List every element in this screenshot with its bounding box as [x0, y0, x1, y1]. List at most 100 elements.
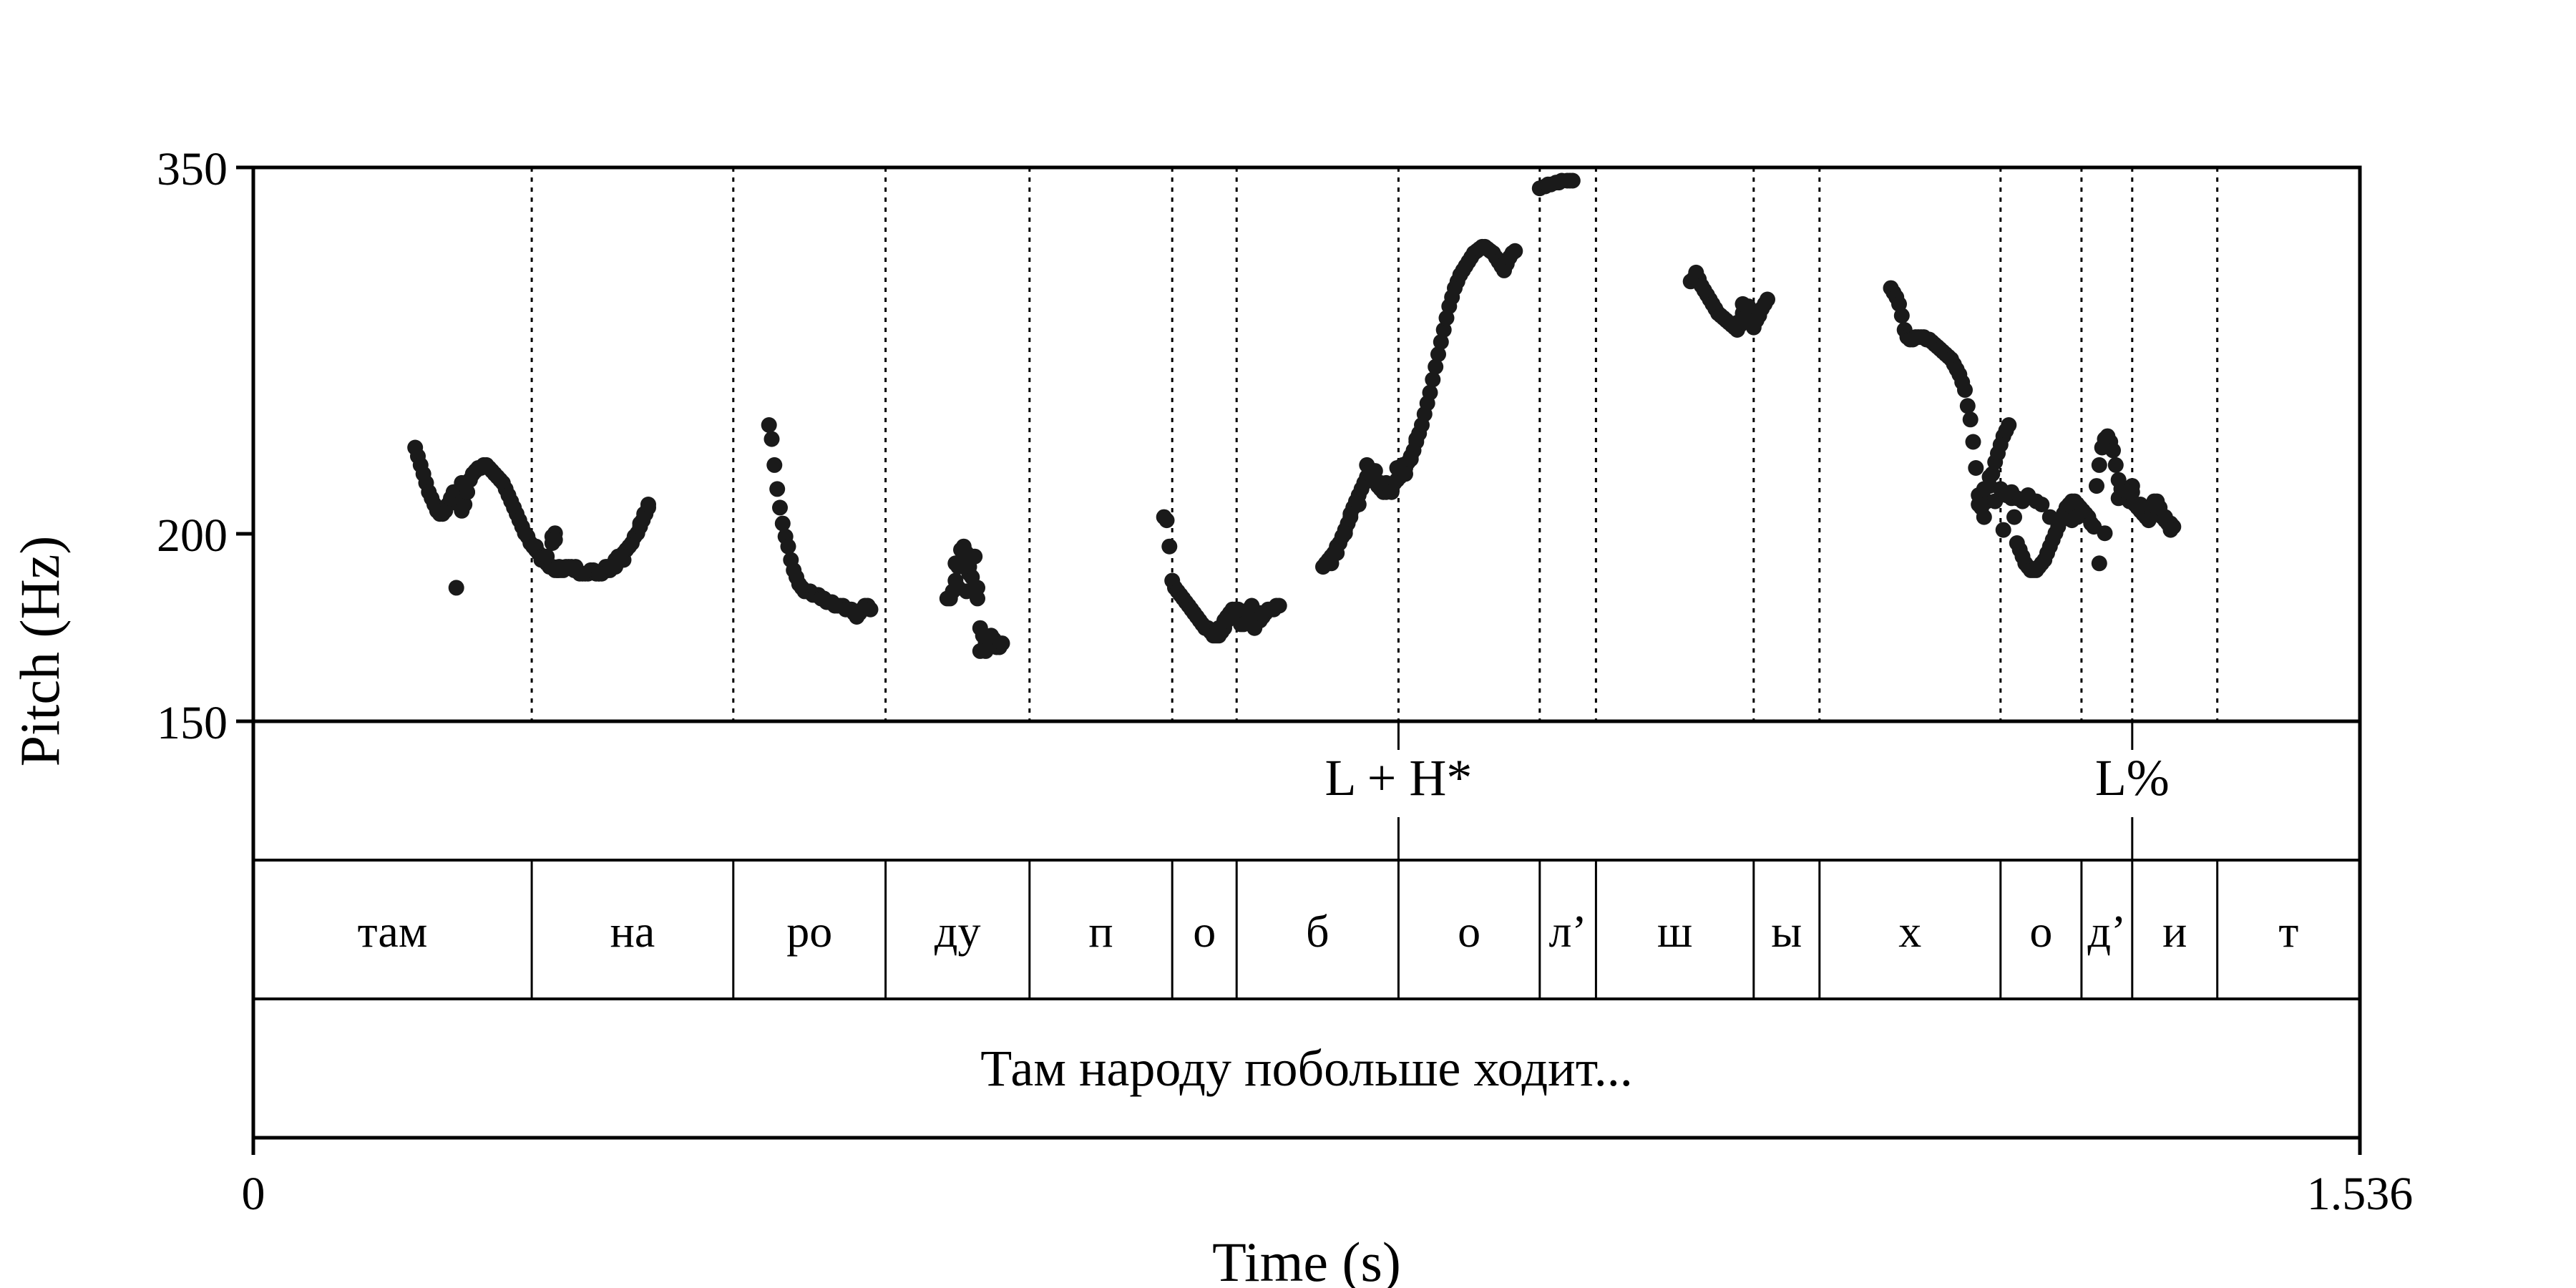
- pitch-point-405: [1968, 460, 1984, 476]
- pitch-point-120: [761, 417, 777, 433]
- pitch-point-404: [1965, 434, 1981, 450]
- pitch-point-484: [2041, 509, 2058, 525]
- y-tick-label-200: 200: [157, 509, 228, 562]
- phone-label-13: д’: [2087, 906, 2126, 957]
- pitch-point-125: [774, 515, 791, 532]
- pitch-point-328: [1329, 545, 1345, 561]
- phone-label-12: о: [2029, 906, 2052, 957]
- pitch-point-177: [994, 635, 1010, 652]
- phone-label-2: ро: [786, 906, 832, 957]
- y-tick-label-150: 150: [157, 697, 228, 749]
- phone-label-11: х: [1898, 906, 1921, 957]
- phone-label-5: о: [1193, 906, 1216, 957]
- pitch-point-371: [1740, 298, 1757, 315]
- x-axis: 0 1.536 Time (s): [242, 1138, 2414, 1288]
- pitch-point-288: [1435, 322, 1452, 338]
- pitch-point-243: [1244, 597, 1260, 614]
- tier-sentence: Там народу побольше ходит...: [980, 1040, 1633, 1097]
- phone-label-7: о: [1458, 906, 1480, 957]
- x-tick-label-start: 0: [242, 1168, 265, 1220]
- phone-label-0: там: [358, 906, 428, 957]
- pitch-point-340: [1562, 172, 1578, 189]
- pitch-point-317: [1367, 463, 1383, 479]
- pitch-point-107: [551, 559, 567, 575]
- annotation-tiers: L + H* L% там на ро ду п о б о л’ ш ы х о д’ и т Там нар…: [251, 719, 2362, 1140]
- pitch-point-183: [983, 628, 1000, 644]
- y-axis: 350 200 150 Pitch (Hz): [9, 143, 253, 766]
- phone-label-4: п: [1088, 906, 1113, 957]
- pitch-point-504: [2119, 484, 2135, 500]
- pitch-point-157: [862, 601, 879, 618]
- pitch-point-86: [448, 580, 464, 596]
- pitch-point-329: [1408, 431, 1425, 447]
- pitch-point-116: [567, 559, 584, 575]
- pitch-point-402: [1959, 398, 1976, 414]
- pitch-point-124: [772, 499, 788, 516]
- pitch-point-325: [1342, 506, 1359, 522]
- phone-label-10: ы: [1771, 906, 1802, 957]
- pitch-point-231: [1271, 597, 1287, 614]
- pitch-point-127: [780, 538, 796, 555]
- tier-frame: [251, 719, 2362, 1140]
- pitch-point-191: [1161, 538, 1178, 555]
- pitch-point-497: [2132, 497, 2149, 512]
- pitch-point-373: [1729, 315, 1745, 331]
- tone-label-2: L%: [2095, 749, 2170, 806]
- pitch-point-378: [1893, 308, 1910, 324]
- pitch-point-456: [2107, 457, 2124, 473]
- phone-label-1: на: [610, 906, 655, 957]
- pitch-point-93: [459, 484, 475, 500]
- pitch-point-403: [1962, 411, 1979, 428]
- pitch-point-122: [766, 457, 783, 473]
- pitch-point-498: [2140, 512, 2157, 529]
- y-tick-label-350: 350: [157, 143, 228, 195]
- pitch-point-369: [1760, 291, 1775, 308]
- pitch-point-241: [1230, 601, 1246, 618]
- pitch-point-417: [2001, 417, 2017, 433]
- x-axis-title: Time (s): [1212, 1231, 1401, 1288]
- x-tick-label-end: 1.536: [2307, 1168, 2414, 1220]
- pitch-point-113: [545, 532, 562, 548]
- phone-label-6: б: [1306, 906, 1330, 957]
- pitch-point-115: [602, 559, 618, 575]
- pitch-point-492: [2091, 555, 2107, 572]
- sentence-label-0: Там народу побольше ходит...: [980, 1040, 1633, 1097]
- pitch-point-320: [1383, 484, 1400, 500]
- pitch-point-178: [942, 590, 958, 607]
- pitch-point-485: [1995, 522, 2011, 538]
- pitch-points: [407, 172, 2182, 659]
- pitch-point-323: [1402, 451, 1419, 467]
- pitch-point-419: [2006, 509, 2022, 525]
- pitch-point-187: [977, 643, 994, 659]
- pitch-point-450: [2091, 457, 2107, 473]
- pitch-point-190: [1158, 512, 1175, 529]
- pitch-point-180: [950, 580, 967, 596]
- pitch-point-372: [1745, 319, 1762, 336]
- tier-phones: там на ро ду п о б о л’ ш ы х о д’ и т: [358, 860, 2298, 999]
- pitch-point-483: [2034, 497, 2050, 512]
- pitch-point-182: [970, 580, 985, 596]
- pitch-point-284: [1425, 371, 1441, 388]
- pitch-point-186: [967, 548, 983, 565]
- pitch-panel: [251, 165, 2362, 723]
- pitch-point-326: [1337, 525, 1353, 542]
- pitch-point-283: [1422, 384, 1438, 401]
- pitch-point-401: [1957, 382, 1973, 398]
- pitch-point-488: [1998, 487, 2014, 503]
- pitch-point-314: [1507, 243, 1523, 259]
- interval-boundary-lines: [530, 167, 2219, 721]
- pitch-point-286: [1430, 346, 1446, 363]
- pitch-point-121: [763, 431, 780, 447]
- pitch-point-123: [769, 481, 786, 497]
- phone-label-9: ш: [1657, 906, 1692, 957]
- pitch-point-491: [1971, 497, 1987, 512]
- pitch-point-118: [640, 497, 656, 512]
- pitch-point-287: [1433, 333, 1449, 350]
- pitch-point-112: [539, 548, 555, 565]
- phone-label-8: л’: [1548, 906, 1586, 957]
- pitch-point-188: [955, 559, 972, 575]
- pitch-point-449: [2089, 478, 2104, 494]
- pitch-point-502: [2152, 499, 2168, 516]
- pitch-point-330: [1397, 466, 1413, 482]
